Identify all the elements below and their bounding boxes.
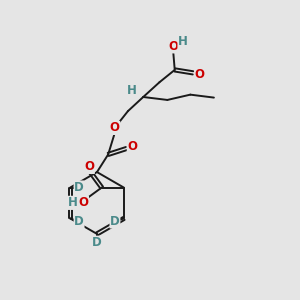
Text: O: O [168, 40, 178, 53]
Text: O: O [78, 196, 88, 209]
Text: D: D [92, 236, 102, 249]
Text: D: D [74, 215, 84, 228]
Text: O: O [110, 122, 120, 134]
Text: O: O [195, 68, 205, 80]
Text: D: D [74, 181, 84, 194]
Text: O: O [84, 160, 94, 173]
Text: H: H [178, 35, 188, 48]
Text: O: O [127, 140, 137, 153]
Text: D: D [110, 215, 120, 228]
Text: H: H [127, 84, 137, 97]
Text: H: H [68, 196, 78, 209]
